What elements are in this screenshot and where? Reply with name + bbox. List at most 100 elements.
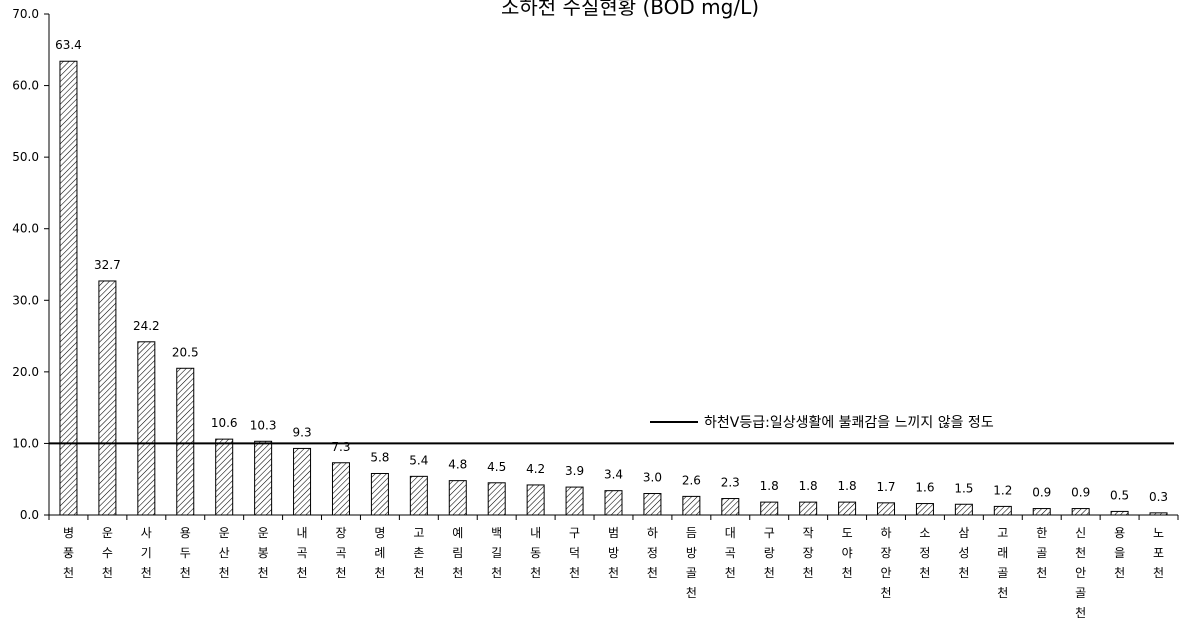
bar bbox=[993, 505, 1012, 516]
y-tick-label: 0.0 bbox=[20, 508, 39, 522]
data-label: 5.4 bbox=[409, 453, 428, 467]
y-tick-label: 30.0 bbox=[12, 293, 39, 307]
bar bbox=[643, 493, 662, 516]
y-tick-label: 40.0 bbox=[12, 222, 39, 236]
data-label: 7.3 bbox=[331, 440, 350, 454]
data-label: 0.9 bbox=[1032, 486, 1051, 500]
bar bbox=[954, 503, 973, 516]
data-label: 1.5 bbox=[954, 481, 973, 495]
data-label: 4.5 bbox=[487, 460, 506, 474]
x-axis bbox=[48, 514, 1179, 520]
data-label: 24.2 bbox=[133, 319, 160, 333]
y-tick-label: 10.0 bbox=[12, 436, 39, 450]
bar bbox=[1149, 512, 1168, 516]
bar bbox=[877, 502, 896, 516]
bar bbox=[370, 472, 389, 516]
y-tick-label: 50.0 bbox=[12, 150, 39, 164]
bar bbox=[915, 503, 934, 516]
bar bbox=[1110, 510, 1129, 516]
data-label: 4.8 bbox=[448, 458, 467, 472]
data-label: 0.5 bbox=[1110, 488, 1129, 502]
bar bbox=[1032, 508, 1051, 516]
bar bbox=[604, 490, 623, 516]
bar bbox=[176, 367, 195, 516]
data-label: 2.6 bbox=[682, 473, 701, 487]
y-axis: 0.0 10.0 20.0 30.0 40.0 50.0 60.0 70.0 bbox=[12, 7, 50, 522]
bar bbox=[760, 501, 779, 516]
data-label: 32.7 bbox=[94, 258, 121, 272]
data-label: 0.9 bbox=[1071, 486, 1090, 500]
bar bbox=[448, 480, 467, 516]
bar bbox=[293, 447, 312, 516]
y-tick-label: 70.0 bbox=[12, 7, 39, 21]
bar bbox=[215, 438, 234, 516]
data-label: 10.3 bbox=[250, 418, 277, 432]
data-label: 1.2 bbox=[993, 483, 1012, 497]
data-label: 1.8 bbox=[760, 479, 779, 493]
data-label: 10.6 bbox=[211, 416, 238, 430]
data-label: 1.8 bbox=[838, 479, 857, 493]
bar bbox=[487, 482, 506, 516]
data-label: 3.9 bbox=[565, 464, 584, 478]
data-label: 2.3 bbox=[721, 476, 740, 490]
data-labels: 63.4 32.7 24.2 20.5 10.6 10.3 9.3 7.3 5.8 5.4 4.8 4… bbox=[55, 38, 1168, 504]
data-label: 1.6 bbox=[915, 481, 934, 495]
bar bbox=[721, 498, 740, 516]
bar bbox=[526, 484, 545, 516]
data-label: 63.4 bbox=[55, 38, 82, 52]
bar bbox=[331, 462, 350, 516]
category-labels: 병 풍 천 운 수 천 사 기 천 용 두 천 운 산 천 운 봉 천 내 곡 천 장 곡 천 명 례 천 고 촌 천 예 림 천 백 길 천 내 동 천 구… bbox=[63, 526, 1164, 620]
bar bbox=[98, 280, 117, 516]
data-label: 4.2 bbox=[526, 462, 545, 476]
data-label: 0.3 bbox=[1149, 490, 1168, 504]
bar bbox=[1071, 508, 1090, 516]
bar bbox=[137, 341, 156, 516]
data-label: 20.5 bbox=[172, 345, 199, 359]
data-label: 1.7 bbox=[876, 480, 895, 494]
data-label: 5.8 bbox=[370, 450, 389, 464]
bar bbox=[59, 60, 78, 516]
bar bbox=[799, 501, 818, 516]
bar bbox=[254, 440, 273, 516]
bars bbox=[59, 60, 1168, 516]
bar bbox=[838, 501, 857, 516]
chart-title: 소하천 수질현황 (BOD mg/L) bbox=[501, 0, 759, 19]
legend-label: 하천Ⅴ등급:일상생활에 불쾌감을 느끼지 않을 정도 bbox=[704, 415, 994, 431]
data-label: 3.0 bbox=[643, 471, 662, 485]
data-label: 1.8 bbox=[799, 479, 818, 493]
legend: 하천Ⅴ등급:일상생활에 불쾌감을 느끼지 않을 정도 bbox=[650, 415, 994, 431]
bar bbox=[409, 475, 428, 516]
y-tick-label: 20.0 bbox=[12, 365, 39, 379]
bar bbox=[682, 495, 701, 516]
data-label: 9.3 bbox=[293, 425, 312, 439]
